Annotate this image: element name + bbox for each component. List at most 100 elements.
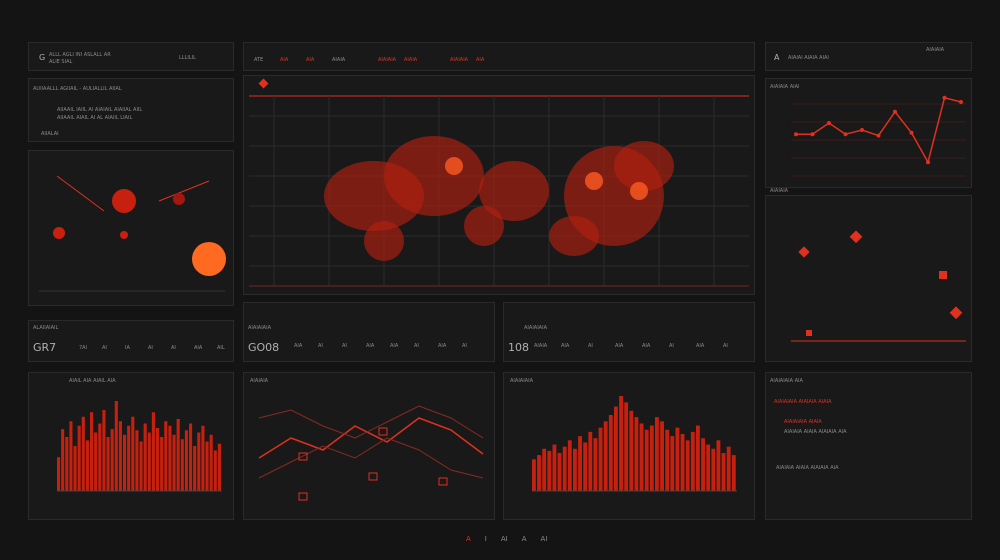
stats-value: GO08 [248,341,280,354]
bar [176,419,180,491]
bar [180,439,184,491]
center-bar-panel: AIAIAIAIA [503,372,755,520]
footer-item[interactable]: A [466,535,471,543]
tab[interactable]: AIA [280,57,289,63]
bar [147,432,151,491]
bar [583,442,588,491]
footer-item[interactable]: A [521,535,527,543]
bar [711,448,716,491]
data-point [942,95,947,100]
scatter-map [791,230,966,342]
bar [701,438,705,491]
left-bar-panel: AIAIL AIA AIAIL AIA [28,372,234,520]
marker [849,230,863,244]
stat-cell: AI [723,343,728,349]
bar [160,437,164,491]
header-subtext: ALIE SIAL [49,59,73,65]
tab[interactable]: AIAIA [332,57,346,63]
data-point [860,128,864,132]
hotspot [173,193,185,205]
stat-cell: AIA [366,343,375,349]
center-tabs-panel: ATE AIA AIA AIAIA AIAIAIA AIAIA AIAIAIA AIA [243,42,755,71]
stats-value: 108 [508,341,529,354]
bar [603,421,608,491]
tab[interactable]: AIA [306,57,315,63]
bar [731,455,736,491]
header-right[interactable]: LLLILIL [179,55,196,61]
hotspot [445,157,463,175]
bar [726,446,731,491]
bar [168,425,172,491]
footer-item[interactable]: AI [540,535,548,543]
bar [588,431,593,491]
header-text: AIAIAI AIAIA AIAI [788,55,829,61]
data-point [843,132,848,137]
tab[interactable]: AIA [476,57,485,63]
stats-label: ALAIIAIAIL [33,325,59,331]
bar [706,444,711,491]
mini-map [39,175,226,292]
line-chart [791,95,966,177]
hotspot [192,242,226,276]
hotspot [120,231,128,239]
center-stats-right: AIAIAIAIA 108 AIAIA AIA AI AIA AIA AI AIA AI [503,302,755,362]
stat-cell: AI [414,343,419,349]
stats-label: AIAIAIAIA [248,325,272,331]
bar [81,416,85,491]
bar [57,457,61,491]
text-line: AIAIAIA AIAIA AIAIAIA AIA [784,429,847,435]
chart-title: AIAIAIA [250,378,269,384]
footer-bar: A I AI A AI [466,535,547,543]
text-footer: AIIALAI [41,131,59,137]
data-point [893,109,897,114]
bar [675,427,680,491]
bar [639,423,644,491]
bar [542,448,547,491]
stat-cell: AIA [438,343,447,349]
bar [644,429,649,491]
footer-item[interactable]: I [484,535,487,543]
header-text: ALLL AGLI INI ASLALL AR [49,52,111,58]
bar [127,425,131,491]
bar [184,430,188,491]
stat-cell: AI [669,343,674,349]
stat-cell: AIAIA [534,343,548,349]
header-right[interactable]: AIAIAIA [926,47,945,53]
footer-item[interactable]: AI [500,535,508,543]
marker [298,452,308,461]
bar [532,459,536,491]
stat-cell: AI [588,343,593,349]
tab[interactable]: ATE [254,57,264,63]
bar [608,415,613,491]
hotspot [112,189,136,213]
bar [205,441,209,491]
bar [537,455,541,491]
bar [696,425,700,491]
bar [201,425,205,491]
bar [557,453,562,491]
chart-title: AIAIL AIA AIAIL AIA [69,378,116,384]
bar [665,429,670,491]
bar [193,446,197,491]
bar [578,436,582,491]
bar [660,421,664,491]
data-point [810,132,815,137]
stat-cell: AIA [642,343,651,349]
data-point [794,132,798,137]
tab[interactable]: AIAIA [404,57,418,63]
bar [85,440,89,491]
map-marker [258,78,269,89]
tab[interactable]: AIAIAIA [378,57,397,63]
tab[interactable]: AIAIAIA [450,57,469,63]
hotspot [630,182,648,200]
alert-text: AIAIAIAIA AIAIAIA AIAIA [774,399,832,405]
marker [798,246,810,258]
bar [151,412,155,491]
left-header-panel: G ALLL AGLI INI ASLALL AR ALIE SIAL LLLI… [28,42,234,71]
bar [118,421,122,491]
right-map-panel: AIAIAIA [765,188,972,362]
line-chart [258,405,484,501]
bar [573,448,577,491]
map-region [479,161,549,221]
logo: G [39,53,46,62]
